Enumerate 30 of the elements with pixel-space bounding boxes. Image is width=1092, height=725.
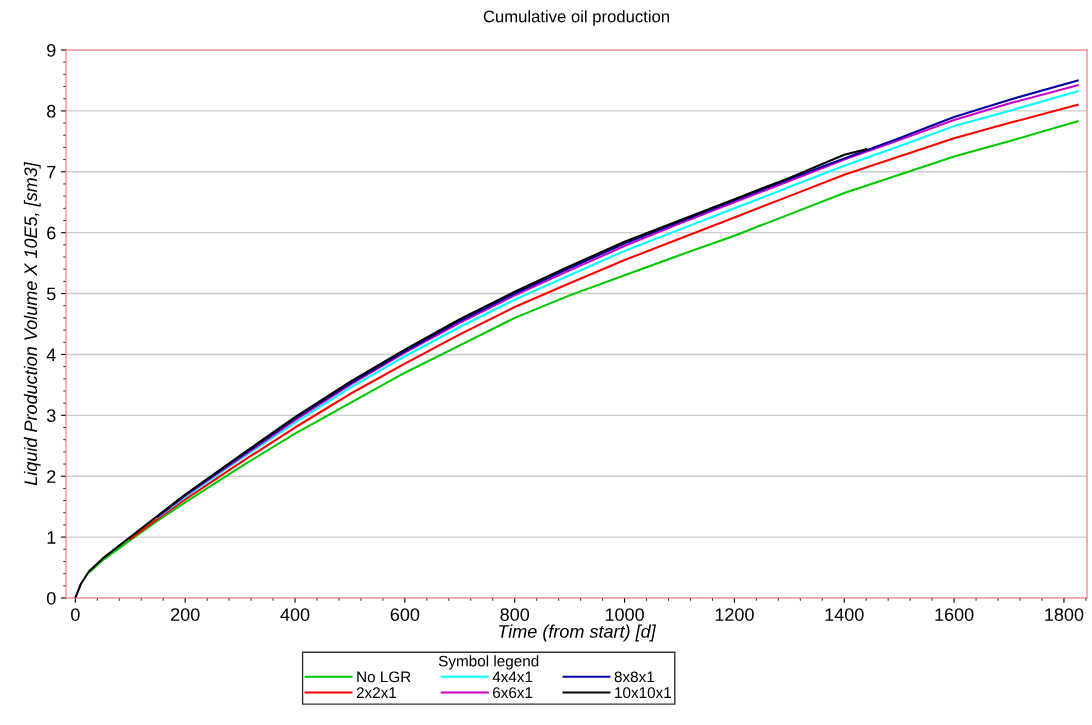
y-axis-title: Liquid Production Volume X 10E5, [sm3]	[23, 161, 41, 486]
x-tick-label: 1200	[715, 608, 754, 621]
y-tick-label: 6	[47, 226, 56, 240]
y-tick-label: 9	[47, 43, 56, 57]
x-tick-label: 400	[280, 608, 310, 621]
x-tick-label: 0	[71, 608, 80, 621]
x-axis-title: Time (from start) [d]	[498, 624, 657, 642]
y-tick-label: 5	[46, 287, 56, 301]
legend-label: 8x8x1	[614, 671, 654, 683]
y-tick-label: 3	[46, 409, 56, 423]
x-tick-label: 200	[171, 608, 200, 621]
x-tick-label: 1600	[935, 608, 974, 621]
x-tick-label: 800	[500, 608, 530, 621]
y-tick-label: 2	[47, 470, 56, 483]
legend-label: 2x2x1	[356, 687, 397, 698]
y-tick-label: 7	[47, 165, 56, 179]
y-tick-label: 0	[46, 591, 56, 605]
y-tick-label: 1	[47, 531, 56, 544]
legend-label: No LGR	[357, 671, 411, 683]
legend-label: 6x6x1	[493, 687, 533, 699]
legend-title: Symbol legend	[438, 655, 539, 670]
x-tick-label: 600	[390, 608, 420, 621]
x-tick-label: 1800	[1045, 608, 1084, 621]
legend-label: 4x4x1	[492, 671, 533, 683]
y-tick-label: 8	[47, 104, 56, 118]
x-tick-label: 1000	[605, 608, 644, 621]
legend-label: 10x10x1	[615, 687, 671, 699]
chart-title: Cumulative oil production	[483, 10, 669, 26]
y-tick-label: 4	[46, 348, 56, 361]
x-tick-label: 1400	[825, 608, 864, 621]
